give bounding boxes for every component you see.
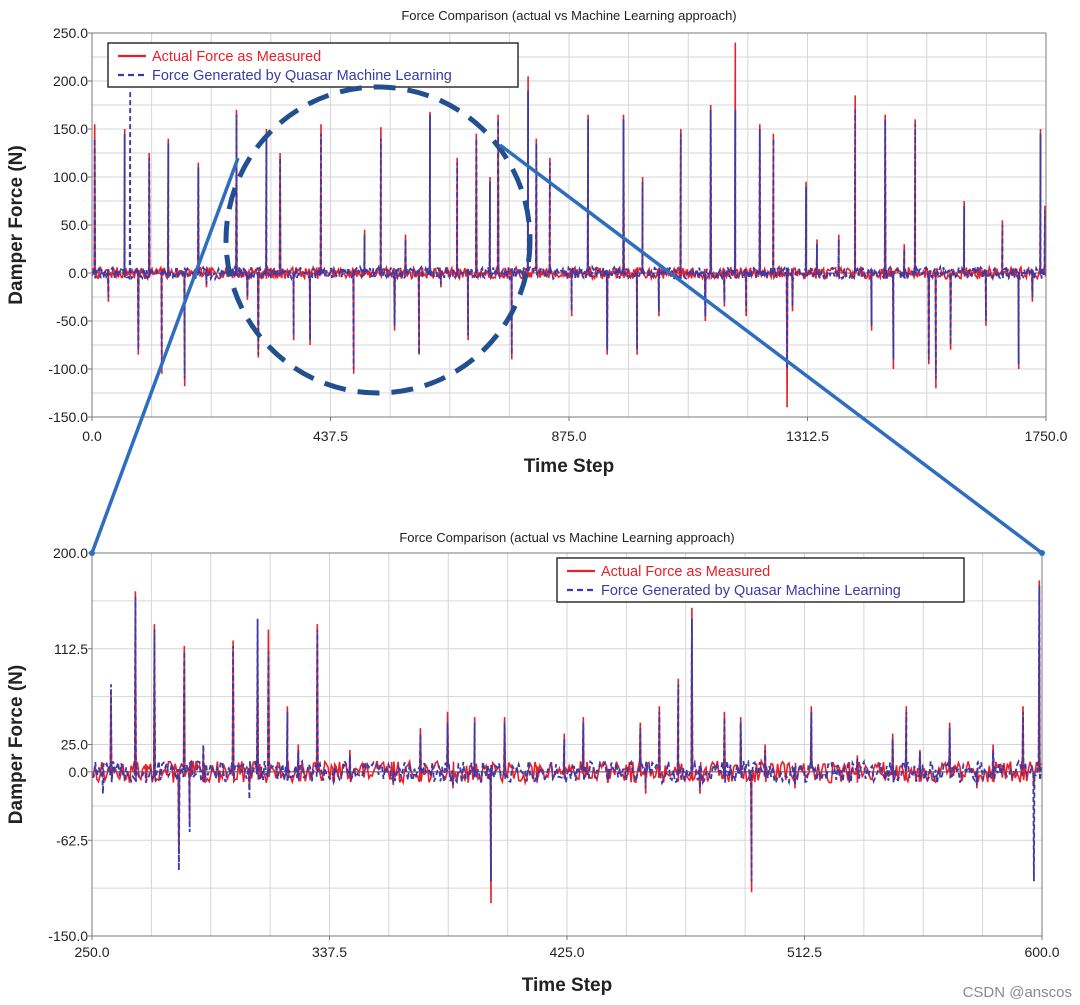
legend: Actual Force as Measured Force Generated … (556, 557, 965, 603)
y-tick-label: -150.0 (48, 928, 88, 944)
connector-end-left (89, 550, 95, 556)
legend: Actual Force as Measured Force Generated … (107, 42, 519, 88)
legend-box (107, 42, 519, 88)
y-tick-label: -50.0 (56, 313, 88, 329)
chart-title: Force Comparison (actual vs Machine Lear… (399, 530, 734, 545)
y-tick-label: -62.5 (56, 832, 88, 848)
x-axis-label: Time Step (522, 975, 612, 996)
y-tick-label: 0.0 (69, 764, 89, 780)
y-tick-label: 25.0 (61, 737, 88, 753)
x-tick-label: 600.0 (1024, 944, 1059, 960)
series-ml-force-line (92, 90, 1046, 379)
x-tick-label: 337.5 (312, 944, 347, 960)
y-tick-label: 100.0 (53, 169, 88, 185)
legend-label: Force Generated by Quasar Machine Learni… (152, 68, 452, 84)
legend-label: Actual Force as Measured (152, 49, 321, 65)
x-axis-label: Time Step (524, 456, 614, 477)
chart-title: Force Comparison (actual vs Machine Lear… (401, 8, 736, 23)
y-tick-label: 200.0 (53, 73, 88, 89)
y-tick-label: 50.0 (61, 217, 88, 233)
x-tick-label: 875.0 (551, 428, 586, 444)
legend-box (556, 557, 965, 603)
overview-chart: 250.0 200.0 150.0 100.0 50.0 0.0 -50.0 -100.0 -1… (6, 8, 1068, 477)
y-axis-label: Damper Force (N) (6, 145, 27, 304)
y-tick-label: 150.0 (53, 121, 88, 137)
x-tick-label: 0.0 (82, 428, 102, 444)
connector-end-right (1039, 550, 1045, 556)
connector-line-right (498, 143, 1044, 555)
y-tick-label: 250.0 (53, 25, 88, 41)
y-tick-label: -100.0 (48, 361, 88, 377)
zoom-highlight-circle (223, 84, 533, 396)
x-tick-label: 512.5 (787, 944, 822, 960)
x-tick-label: 437.5 (313, 428, 348, 444)
x-tick-label: 1312.5 (786, 428, 829, 444)
connector-line-left (90, 157, 240, 554)
y-tick-label: 0.0 (69, 265, 89, 281)
zoom-connector-lines (89, 143, 1045, 556)
series-ml-force-line (92, 585, 1042, 882)
y-axis-label: Damper Force (N) (6, 665, 27, 824)
y-tick-label: -150.0 (48, 409, 88, 425)
x-tick-label: 1750.0 (1025, 428, 1068, 444)
watermark-text: CSDN @anscos (962, 984, 1072, 1001)
legend-label: Actual Force as Measured (601, 564, 770, 580)
y-tick-label: 112.5 (54, 641, 88, 657)
series-actual-force-line (92, 42, 1046, 408)
x-tick-label: 425.0 (549, 944, 584, 960)
x-tick-label: 250.0 (74, 944, 109, 960)
legend-label: Force Generated by Quasar Machine Learni… (601, 583, 901, 599)
y-tick-label: 200.0 (53, 545, 88, 561)
